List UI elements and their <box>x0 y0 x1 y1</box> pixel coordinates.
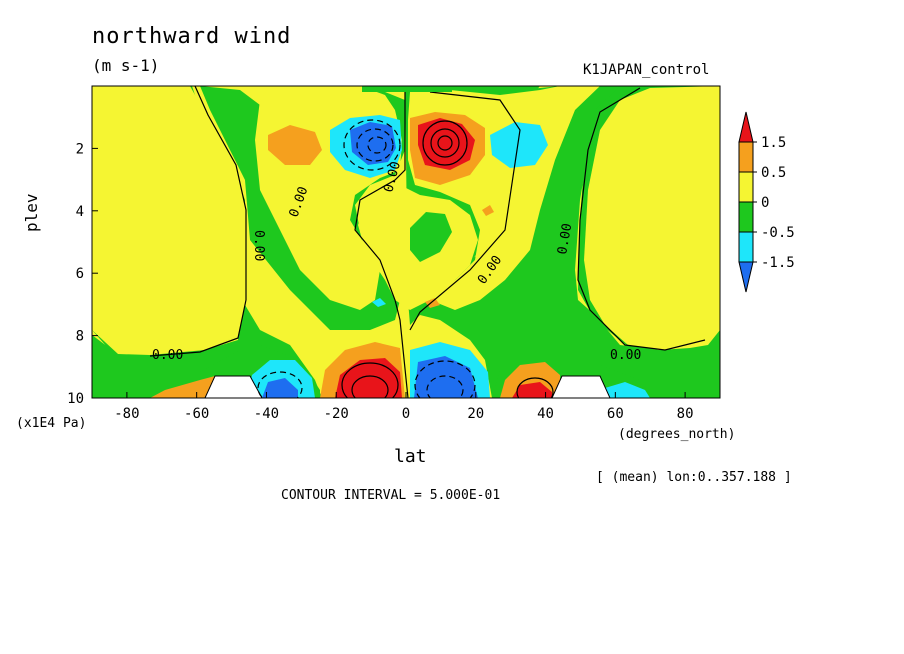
contour-pos-upper-right-3 <box>437 135 453 151</box>
band-blue-lower-left <box>262 378 298 398</box>
colorbar-segment <box>738 201 754 233</box>
y-axis-label: plev <box>22 193 41 232</box>
band-red-lower-right <box>512 382 552 398</box>
y-axis-ticks: 2 4 6 8 10 <box>67 141 98 407</box>
band-orange-upper-left <box>268 125 322 165</box>
colorbar-label: -0.5 <box>761 225 795 241</box>
averaging-note: [ (mean) lon:0..357.188 ] <box>596 470 792 485</box>
contour-pos-lower-mid-2 <box>351 375 389 398</box>
band-blue-lower-mid <box>414 356 478 398</box>
band-yellow-outer-right-strip <box>584 86 720 350</box>
contour-neg-lower-mid-2 <box>426 375 464 398</box>
y-tick-label: 8 <box>76 329 84 345</box>
band-yellow-outer-left-strip <box>92 86 246 355</box>
colorbar-segment <box>738 171 754 203</box>
x-tick-label: 0 <box>402 406 410 422</box>
contour-label: 0.00 <box>555 222 575 255</box>
chart-title: northward wind <box>92 24 292 49</box>
colorbar-label: 1.5 <box>761 135 786 151</box>
band-orange-dot-1 <box>482 205 494 216</box>
colorbar-segment <box>738 141 754 173</box>
y-tick-label: 10 <box>67 391 84 407</box>
x-tick-label: -20 <box>324 406 349 422</box>
band-cyan-dot <box>372 298 386 307</box>
contour-zero-right <box>577 87 706 351</box>
contour-label: 0.00 <box>610 348 641 363</box>
x-tick-label: -80 <box>114 406 139 422</box>
contour-pos-upper-right-1 <box>422 120 468 166</box>
band-blue-upper-left <box>350 122 396 165</box>
x-tick-label: -60 <box>184 406 209 422</box>
contour-interval: CONTOUR INTERVAL = 5.000E-01 <box>281 488 501 503</box>
contour-neg-lower-mid-1 <box>414 360 476 398</box>
top-strip <box>362 86 452 92</box>
contour-zero-left <box>149 86 247 357</box>
x-tick-label: 40 <box>537 406 554 422</box>
contour-zero-center <box>354 86 409 398</box>
colorbar-label: -1.5 <box>761 255 795 271</box>
colorbar-segment <box>738 261 754 293</box>
contour-neg-upper-left-3 <box>367 136 387 154</box>
band-green-center-hole2 <box>410 212 452 262</box>
x-axis-ticks: -80 -60 -40 -20 0 20 40 60 80 <box>114 392 694 422</box>
contour-pos-upper-right-2 <box>430 128 460 158</box>
contour-neg-lower-left <box>257 371 303 398</box>
contour-label: 0.00 <box>251 230 266 261</box>
chart-units: (m s-1) <box>92 56 160 75</box>
contour-pos-lower-right <box>516 377 554 398</box>
contour-lines <box>149 86 706 398</box>
band-orange-lower-left <box>150 376 215 398</box>
x-tick-label: 80 <box>677 406 694 422</box>
run-label: K1JAPAN_control <box>583 62 710 78</box>
contour-fields <box>92 86 720 398</box>
contour-lines-negative <box>257 119 476 398</box>
band-red-upper-right <box>418 118 475 170</box>
y-tick-label: 2 <box>76 141 84 157</box>
contour-neg-upper-left-1 <box>343 119 401 171</box>
x-axis-unit: (degrees_north) <box>618 427 736 442</box>
colorbar-label: 0.5 <box>761 165 786 181</box>
colorbar: 1.5 0.5 0 -0.5 -1.5 <box>738 111 795 293</box>
x-tick-label: 20 <box>467 406 484 422</box>
topography-right <box>551 375 611 398</box>
y-axis-unit: (x1E4 Pa) <box>16 416 87 431</box>
band-green-right <box>408 86 720 398</box>
contour-neg-upper-left-2 <box>356 128 394 162</box>
contour-zero-center-right <box>409 91 521 331</box>
contour-pos-lower-mid-1 <box>341 362 399 398</box>
y-tick-label: 4 <box>76 204 84 220</box>
x-tick-label: 60 <box>607 406 624 422</box>
colorbar-label: 0 <box>761 195 769 211</box>
contour-labels: 0.00 0.00 0.00 0.00 0.00 0.00 0.00 <box>152 160 641 363</box>
band-orange-dot-2 <box>425 298 440 308</box>
x-axis-label: lat <box>394 446 427 467</box>
y-tick-label: 6 <box>76 266 84 282</box>
contour-label: 0.00 <box>152 348 183 363</box>
colorbar-segment <box>738 231 754 263</box>
band-cyan-upper-right <box>490 122 548 168</box>
colorbar-segment <box>738 111 754 143</box>
x-tick-label: -40 <box>254 406 279 422</box>
band-cyan-lower-right <box>600 382 650 398</box>
topography-left <box>204 375 263 398</box>
